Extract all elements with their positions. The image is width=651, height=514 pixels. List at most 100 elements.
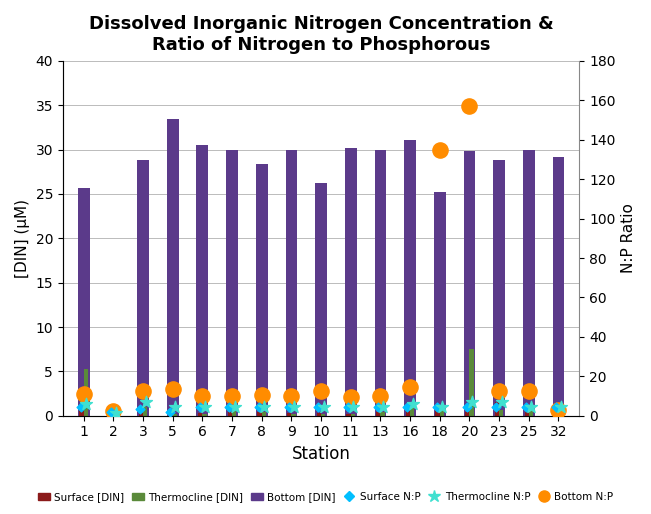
Bar <box>436 410 440 416</box>
Surface N:P <box>165 408 175 416</box>
Thermocline N:P <box>497 398 507 406</box>
Thermocline N:P <box>556 403 566 411</box>
Bottom N:P <box>167 385 178 393</box>
Bar <box>256 164 268 416</box>
Bar <box>257 412 262 416</box>
Bar <box>232 411 236 416</box>
Bar <box>495 402 499 416</box>
Bar <box>346 414 351 416</box>
Bar <box>345 148 357 416</box>
Surface N:P <box>462 403 472 411</box>
Bottom N:P <box>494 387 505 395</box>
Bar <box>315 183 327 416</box>
Thermocline N:P <box>81 400 92 408</box>
Bottom N:P <box>435 145 445 154</box>
Surface N:P <box>105 408 116 416</box>
Thermocline N:P <box>526 403 536 411</box>
Surface N:P <box>283 403 294 411</box>
Bottom N:P <box>108 407 118 415</box>
Y-axis label: N:P Ratio: N:P Ratio <box>621 204 636 273</box>
Bottom N:P <box>197 392 208 400</box>
Thermocline N:P <box>437 403 448 411</box>
Bar <box>78 188 90 416</box>
Bar <box>404 140 416 416</box>
Bottom N:P <box>316 387 326 395</box>
Title: Dissolved Inorganic Nitrogen Concentration &
Ratio of Nitrogen to Phosphorous: Dissolved Inorganic Nitrogen Concentrati… <box>89 15 553 54</box>
Bar <box>376 412 380 416</box>
Bottom N:P <box>375 392 385 400</box>
Bar <box>351 414 355 416</box>
Bar <box>79 407 84 416</box>
Bar <box>529 409 533 416</box>
Bottom N:P <box>464 102 475 111</box>
Bar <box>525 411 529 416</box>
Bar <box>143 407 147 416</box>
Bar <box>109 414 113 416</box>
Bottom N:P <box>523 387 534 395</box>
Surface N:P <box>195 403 205 411</box>
Bar <box>173 414 177 416</box>
Thermocline N:P <box>259 403 270 411</box>
Surface N:P <box>135 405 146 413</box>
Bar <box>169 414 173 416</box>
Bar <box>167 119 178 416</box>
Bar <box>493 160 505 416</box>
Bottom N:P <box>227 392 237 400</box>
Thermocline N:P <box>230 403 240 411</box>
Thermocline N:P <box>467 398 477 406</box>
Bar <box>523 150 534 416</box>
Bar <box>410 406 414 416</box>
Y-axis label: [DIN] (μM): [DIN] (μM) <box>15 199 30 278</box>
Thermocline N:P <box>141 398 151 406</box>
Thermocline N:P <box>111 409 121 417</box>
Bar <box>317 413 321 416</box>
Bar <box>197 145 208 416</box>
Bar <box>553 157 564 416</box>
Surface N:P <box>343 403 353 411</box>
Surface N:P <box>551 403 561 411</box>
Bar <box>465 412 469 416</box>
Surface N:P <box>432 403 442 411</box>
Bar <box>440 409 444 416</box>
Bar <box>559 412 562 416</box>
Bar <box>139 413 143 416</box>
Thermocline N:P <box>348 403 359 411</box>
Thermocline N:P <box>289 403 299 411</box>
Bar <box>262 412 266 416</box>
Bar <box>137 160 149 416</box>
Bar <box>286 150 298 416</box>
Bottom N:P <box>405 383 415 391</box>
Bottom N:P <box>286 392 297 400</box>
Thermocline N:P <box>378 403 388 411</box>
Bottom N:P <box>553 406 564 414</box>
Bottom N:P <box>138 387 148 395</box>
Bar <box>292 414 296 416</box>
Surface N:P <box>224 403 234 411</box>
Thermocline N:P <box>200 403 210 411</box>
Bottom N:P <box>256 391 267 399</box>
Surface N:P <box>402 403 413 411</box>
Surface N:P <box>372 403 383 411</box>
Surface N:P <box>521 403 531 411</box>
Bar <box>374 150 386 416</box>
Bottom N:P <box>79 390 89 398</box>
Surface N:P <box>313 403 324 411</box>
Bar <box>202 414 206 416</box>
Bar <box>380 412 385 416</box>
Bar <box>554 411 559 416</box>
Bar <box>107 414 119 416</box>
Thermocline N:P <box>408 400 418 408</box>
Surface N:P <box>76 403 86 411</box>
Bottom N:P <box>346 393 356 401</box>
Bar <box>321 414 326 416</box>
Bar <box>84 369 88 416</box>
Thermocline N:P <box>170 403 180 411</box>
X-axis label: Station: Station <box>292 445 350 463</box>
Bar <box>113 414 118 416</box>
Legend: Surface [DIN], Thermocline [DIN], Bottom [DIN], Surface N:P, Thermocline N:P, Bo: Surface [DIN], Thermocline [DIN], Bottom… <box>34 488 617 506</box>
Bar <box>464 151 475 416</box>
Surface N:P <box>254 403 264 411</box>
Bar <box>287 413 292 416</box>
Surface N:P <box>492 403 502 411</box>
Bar <box>226 150 238 416</box>
